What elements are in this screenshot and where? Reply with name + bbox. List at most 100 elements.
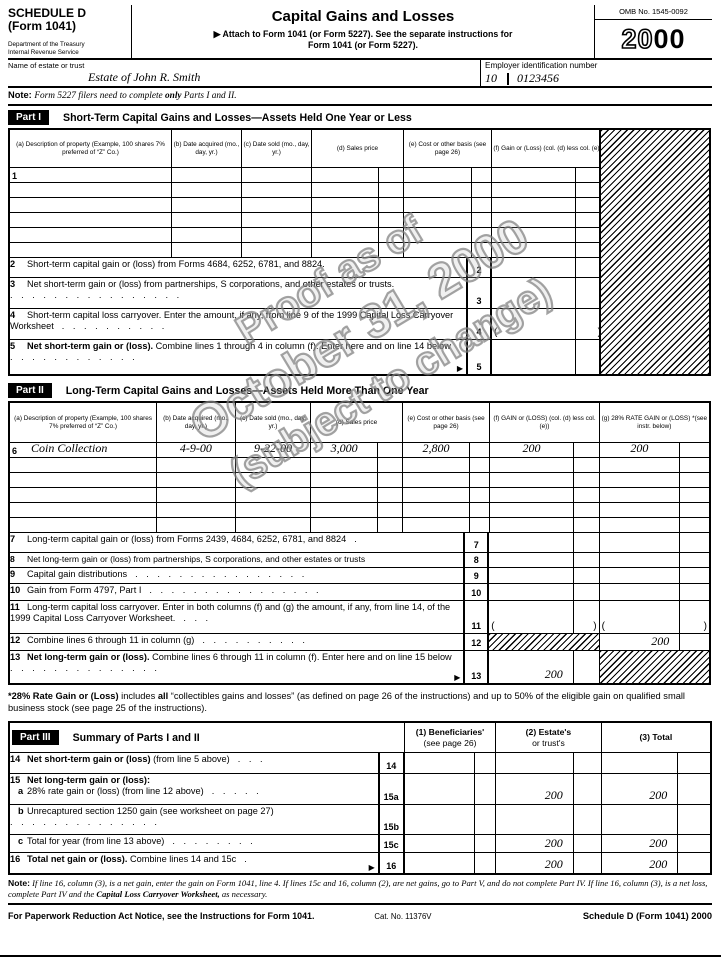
entry-cell[interactable]: [10, 488, 158, 503]
line10-f-cell[interactable]: [489, 584, 574, 601]
line15c-col3-cents[interactable]: [678, 835, 710, 852]
entry-cents-cell[interactable]: [378, 443, 403, 458]
entry-cell[interactable]: [404, 243, 472, 258]
line7-f-cell[interactable]: [489, 533, 574, 553]
entry-cents-cell[interactable]: [472, 168, 492, 183]
line16-col3-cents[interactable]: [678, 853, 710, 873]
line16-col2-cents[interactable]: [574, 853, 602, 874]
entry-cents-cell[interactable]: [680, 503, 709, 517]
line10-g-cell[interactable]: [600, 584, 681, 601]
entry-cell[interactable]: [172, 183, 242, 198]
line14-col2-cents[interactable]: [574, 753, 602, 774]
entry-cell[interactable]: [490, 518, 574, 533]
entry-cell[interactable]: [490, 488, 574, 503]
entry-cell[interactable]: [10, 228, 172, 243]
line11-f-cents[interactable]: ): [574, 601, 600, 634]
entry-cell[interactable]: [311, 518, 378, 533]
entry-cell[interactable]: [157, 473, 236, 488]
entry-cell[interactable]: [242, 243, 312, 258]
entry-cell[interactable]: [492, 243, 576, 258]
line12-g-cell[interactable]: 200: [600, 634, 681, 651]
entry-cents-cell[interactable]: [472, 228, 492, 243]
line14-col1-cents[interactable]: [475, 753, 497, 774]
entry-cents-cell[interactable]: [378, 518, 403, 533]
entry-cents-cell[interactable]: [470, 458, 491, 473]
entry-cents-cell[interactable]: [379, 168, 404, 183]
entry-cents-cell[interactable]: [472, 183, 492, 198]
entry-cell[interactable]: [172, 213, 242, 228]
name-field[interactable]: Estate of John R. Smith: [88, 70, 201, 85]
line1-number-cell[interactable]: 1: [10, 168, 172, 183]
line8-g-cents[interactable]: [680, 553, 709, 567]
entry-cell[interactable]: [490, 458, 574, 473]
entry-cell[interactable]: [10, 473, 158, 488]
line3-amount-cell[interactable]: [492, 278, 576, 309]
line6-sold-cell[interactable]: 9-22-00: [236, 443, 312, 458]
line6-gain-cell[interactable]: 200: [490, 443, 574, 458]
entry-cell[interactable]: [312, 228, 379, 243]
line10-g-cents[interactable]: [680, 584, 709, 600]
entry-cents-cell[interactable]: [680, 488, 709, 502]
entry-cell[interactable]: [242, 198, 312, 213]
line16-col1-cell[interactable]: [405, 853, 476, 874]
entry-cell[interactable]: [157, 488, 236, 503]
entry-cents-cell[interactable]: [470, 518, 491, 533]
line15c-col2-cents[interactable]: [574, 835, 602, 853]
line14-col3-cents[interactable]: [678, 753, 710, 773]
line7-f-cents[interactable]: [574, 533, 600, 553]
entry-cents-cell[interactable]: [470, 503, 491, 518]
line15a-col3-cents[interactable]: [678, 774, 710, 804]
entry-cell[interactable]: [404, 168, 472, 183]
line7-g-cents[interactable]: [680, 533, 709, 552]
entry-cents-cell[interactable]: [378, 488, 403, 503]
entry-cell[interactable]: [157, 458, 236, 473]
entry-cell[interactable]: [236, 488, 312, 503]
entry-cell[interactable]: [403, 458, 471, 473]
entry-cell[interactable]: [312, 183, 379, 198]
line15a-col1-cell[interactable]: [405, 774, 476, 805]
line15a-col2-cell[interactable]: 200: [496, 774, 574, 805]
line2-amount-cell[interactable]: [492, 258, 576, 278]
entry-cell[interactable]: [236, 458, 312, 473]
entry-cents-cell[interactable]: [680, 443, 709, 457]
entry-cell[interactable]: [600, 458, 681, 473]
line4-amount-cell[interactable]: (: [492, 309, 576, 340]
entry-cents-cell[interactable]: [379, 198, 404, 213]
entry-cents-cell[interactable]: [574, 443, 600, 458]
line13-f-cents[interactable]: [574, 651, 600, 684]
entry-cell[interactable]: [10, 183, 172, 198]
entry-cents-cell[interactable]: [470, 443, 491, 458]
entry-cell[interactable]: [490, 473, 574, 488]
line10-f-cents[interactable]: [574, 584, 600, 601]
line14-col2-cell[interactable]: [496, 753, 574, 774]
line15a-col3-cell[interactable]: 200: [602, 774, 679, 805]
entry-cell[interactable]: [404, 183, 472, 198]
entry-cell[interactable]: [403, 488, 471, 503]
line6-rate-cell[interactable]: 200: [600, 443, 681, 458]
entry-cell[interactable]: [311, 488, 378, 503]
entry-cell[interactable]: [403, 518, 471, 533]
entry-cell[interactable]: [157, 518, 236, 533]
line6-description-cell[interactable]: 6 Coin Collection: [10, 443, 158, 458]
entry-cents-cell[interactable]: [378, 458, 403, 473]
line8-g-cell[interactable]: [600, 553, 681, 568]
entry-cell[interactable]: [404, 228, 472, 243]
line6-basis-cell[interactable]: 2,800: [403, 443, 471, 458]
entry-cell[interactable]: [10, 518, 158, 533]
entry-cell[interactable]: [157, 503, 236, 518]
line11-f-cell[interactable]: (: [489, 601, 574, 634]
entry-cell[interactable]: [492, 183, 576, 198]
line16-col3-cell[interactable]: 200: [602, 853, 679, 874]
line15b-col1-cell[interactable]: [405, 805, 476, 835]
entry-cell[interactable]: [404, 213, 472, 228]
entry-cents-cell[interactable]: [378, 503, 403, 518]
entry-cents-cell[interactable]: [472, 198, 492, 213]
entry-cents-cell[interactable]: [379, 183, 404, 198]
entry-cell[interactable]: [492, 168, 576, 183]
entry-cell[interactable]: [312, 243, 379, 258]
line15b-col1-cents[interactable]: [475, 805, 497, 835]
line11-g-cents[interactable]: ): [703, 621, 707, 633]
entry-cell[interactable]: [490, 503, 574, 518]
line15b-col2-cents[interactable]: [574, 805, 602, 835]
line9-g-cents[interactable]: [680, 568, 709, 583]
